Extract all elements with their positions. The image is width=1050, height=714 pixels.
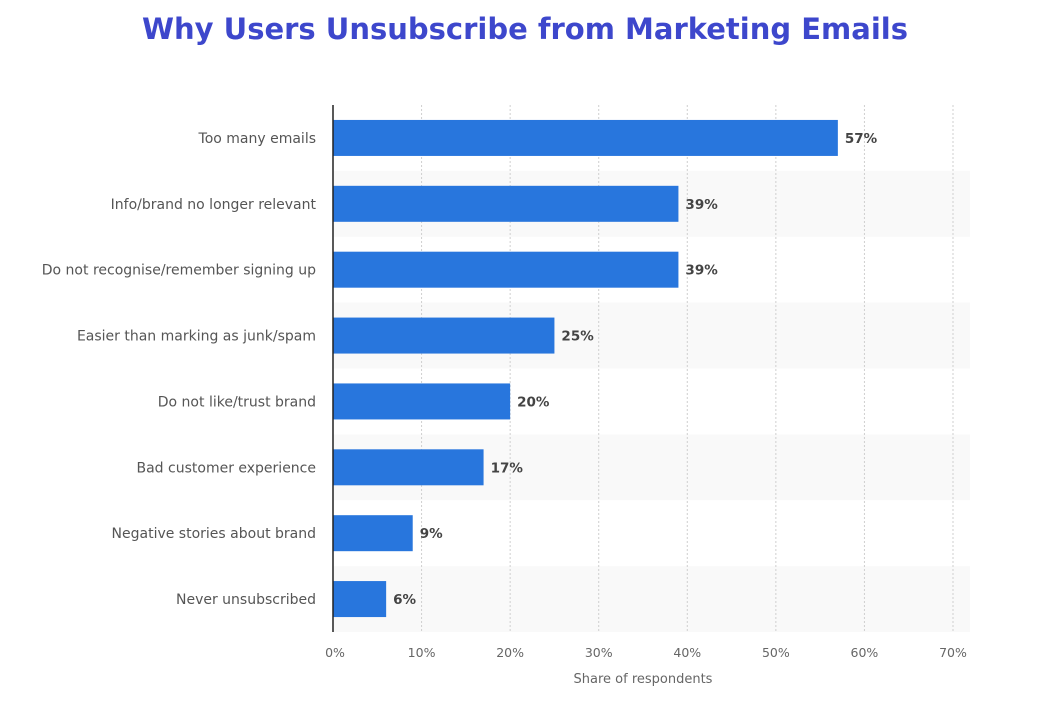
category-label: Do not recognise/remember signing up: [42, 263, 316, 279]
x-tick-label: 30%: [585, 645, 613, 660]
x-tick-label: 10%: [408, 645, 436, 660]
category-label: Negative stories about brand: [112, 526, 316, 542]
bar: [333, 449, 484, 486]
category-label: Too many emails: [198, 131, 316, 147]
bar: [333, 383, 511, 420]
category-label: Do not like/trust brand: [158, 394, 316, 410]
x-tick-label: 50%: [762, 645, 790, 660]
data-label: 20%: [517, 394, 550, 410]
category-label: Never unsubscribed: [176, 592, 316, 608]
data-label: 6%: [393, 592, 416, 608]
bar: [333, 317, 555, 354]
chart-title: Why Users Unsubscribe from Marketing Ema…: [142, 12, 908, 46]
bar: [333, 581, 387, 618]
bar: [333, 251, 679, 288]
category-label: Info/brand no longer relevant: [111, 197, 317, 213]
bar: [333, 515, 413, 552]
category-label: Easier than marking as junk/spam: [77, 329, 316, 345]
category-label: Bad customer experience: [137, 460, 317, 476]
data-label: 25%: [561, 329, 594, 345]
row-band: [333, 566, 970, 632]
data-label: 9%: [420, 526, 443, 542]
x-axis-title: Share of respondents: [574, 672, 713, 687]
x-tick-label: 60%: [851, 645, 879, 660]
data-label: 57%: [845, 131, 878, 147]
x-tick-label: 70%: [939, 645, 967, 660]
bar: [333, 119, 838, 156]
x-tick-label: 20%: [496, 645, 524, 660]
x-tick-label: 0%: [325, 645, 345, 660]
data-label: 39%: [685, 197, 718, 213]
data-label: 39%: [685, 263, 718, 279]
bar: [333, 185, 679, 222]
x-tick-label: 40%: [673, 645, 701, 660]
data-label: 17%: [491, 460, 524, 476]
